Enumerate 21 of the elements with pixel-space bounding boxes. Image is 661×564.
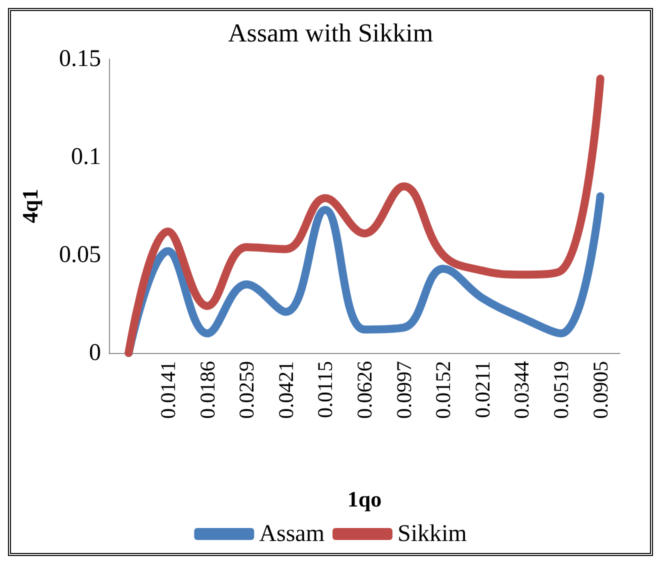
x-tick-label: 0.0186 — [195, 361, 220, 419]
y-axis-title: 4q1 — [18, 188, 42, 224]
x-tick-label: 0.0519 — [549, 361, 574, 419]
x-tick-label: 0.0115 — [313, 361, 338, 418]
x-axis-title: 1qo — [347, 486, 382, 512]
y-tick-label: 0 — [89, 340, 101, 366]
x-tick-label: 0.0211 — [470, 361, 494, 418]
x-tick-label: 0.0626 — [352, 361, 376, 419]
legend-label: Sikkim — [397, 521, 468, 547]
legend-label: Assam — [259, 521, 325, 547]
x-tick-label: 0.0259 — [234, 361, 259, 419]
chart-title: Assam with Sikkim — [228, 18, 434, 48]
x-tick-label: 0.0152 — [431, 361, 456, 419]
x-tick-label: 0.0141 — [156, 361, 180, 419]
y-tick-label: 0.15 — [59, 46, 101, 72]
x-tick-label: 0.0905 — [588, 361, 612, 419]
x-tick-label: 0.0344 — [510, 360, 534, 419]
x-tick-label: 0.0421 — [274, 361, 298, 419]
x-tick-label: 0.0997 — [392, 361, 416, 419]
y-tick-label: 0.1 — [71, 144, 101, 170]
y-tick-label: 0.05 — [59, 242, 101, 268]
